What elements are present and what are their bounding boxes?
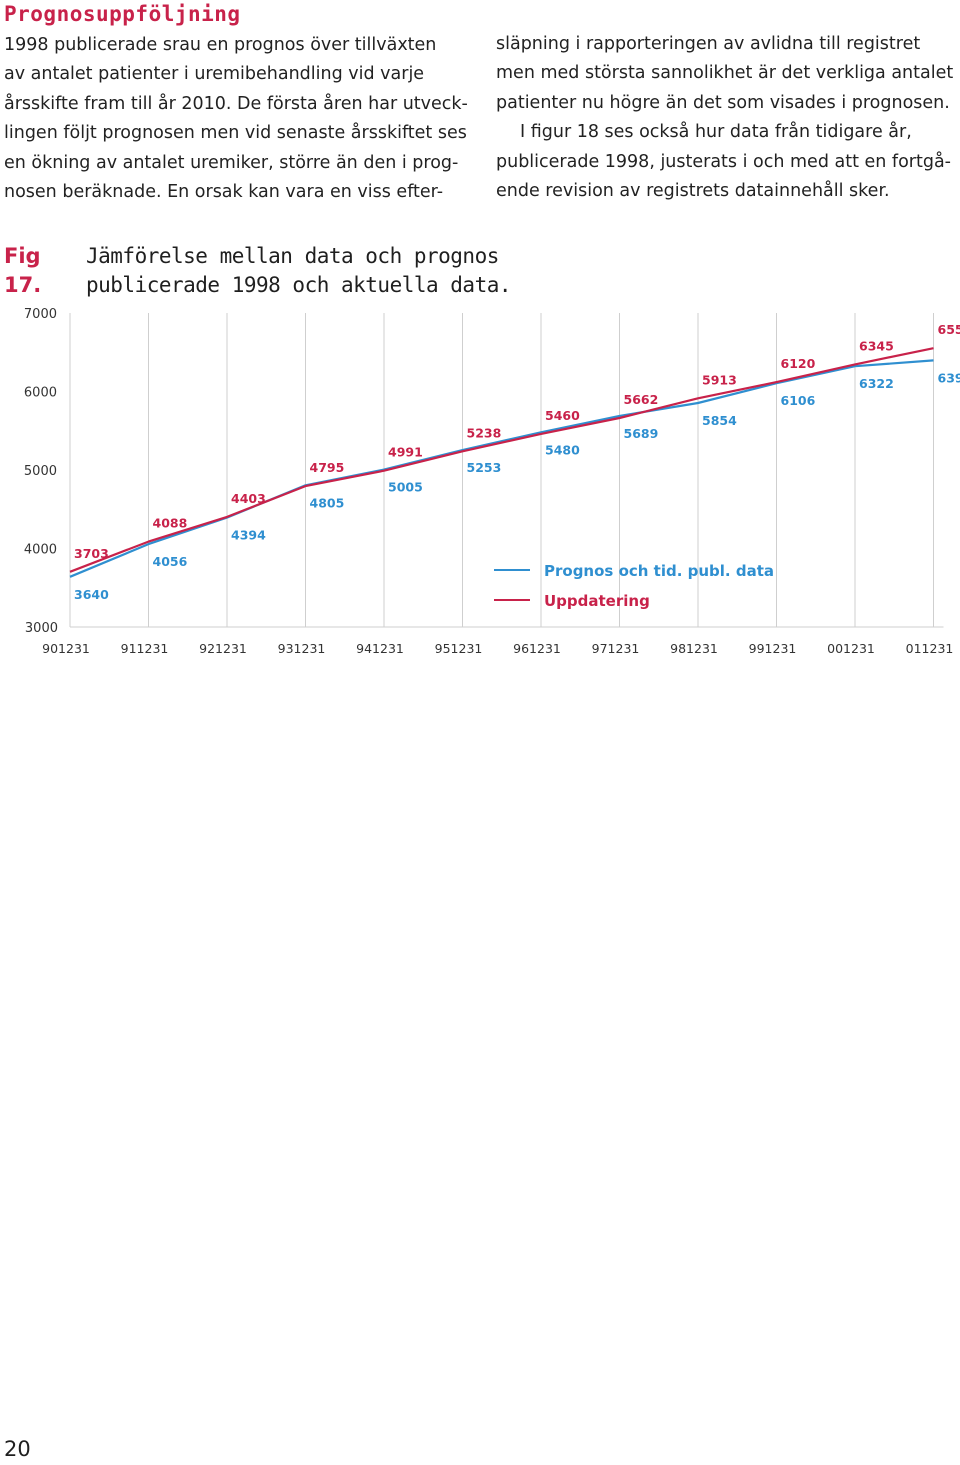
text-line: av antalet patienter i uremibehandling v… bbox=[4, 64, 425, 85]
x-tick-label: 951231 bbox=[435, 641, 483, 656]
text-line: ende revision av registrets datainnehåll… bbox=[496, 181, 890, 202]
text-line: nosen beräknade. En orsak kan vara en vi… bbox=[4, 182, 444, 203]
legend-label-uppdatering: Uppdatering bbox=[544, 592, 650, 610]
data-label-prognos: 6322 bbox=[859, 376, 894, 391]
data-label-uppdatering: 5460 bbox=[545, 408, 580, 423]
data-label-prognos: 4056 bbox=[153, 554, 188, 569]
x-tick-label: 991231 bbox=[749, 641, 797, 656]
data-label-prognos: 3640 bbox=[74, 587, 109, 602]
text-line: en ökning av antalet uremiker, större än… bbox=[4, 152, 459, 173]
data-label-uppdatering: 6345 bbox=[859, 338, 894, 353]
y-tick-label: 4000 bbox=[24, 543, 57, 558]
x-tick-label: 001231 bbox=[827, 641, 875, 656]
x-tick-label: 921231 bbox=[199, 641, 247, 656]
data-label-prognos: 4394 bbox=[231, 528, 266, 543]
data-label-prognos: 5480 bbox=[545, 442, 580, 457]
data-label-prognos: 5253 bbox=[467, 460, 502, 475]
y-tick-label: 5000 bbox=[24, 464, 57, 479]
x-tick-label: 911231 bbox=[121, 641, 169, 656]
text-line: lingen följt prognosen men vid senaste å… bbox=[4, 123, 467, 144]
figure-title-line: Jämförelse mellan data och prognos bbox=[86, 244, 499, 268]
x-tick-label: 011231 bbox=[906, 641, 954, 656]
section-heading: Prognosuppföljning bbox=[4, 2, 241, 26]
y-tick-label: 7000 bbox=[24, 307, 57, 322]
figure-title-line: publicerade 1998 och aktuella data. bbox=[86, 273, 512, 297]
x-tick-label: 971231 bbox=[592, 641, 640, 656]
text-line: I figur 18 ses också hur data från tidig… bbox=[520, 122, 912, 143]
figure-number: Fig 17. bbox=[4, 244, 42, 297]
data-label-prognos: 4805 bbox=[310, 495, 345, 510]
data-label-uppdatering: 4795 bbox=[310, 460, 345, 475]
body-text-left-column: 1998 publicerade srau en prognos över ti… bbox=[4, 31, 469, 207]
text-line: men med största sannolikhet är det verkl… bbox=[496, 63, 954, 84]
x-tick-label: 981231 bbox=[670, 641, 718, 656]
y-tick-label: 3000 bbox=[25, 621, 58, 636]
x-tick-label: 901231 bbox=[42, 641, 90, 656]
data-label-prognos: 6106 bbox=[781, 393, 816, 408]
text-line: publicerade 1998, justerats i och med at… bbox=[496, 151, 951, 172]
data-label-uppdatering: 4088 bbox=[153, 516, 188, 531]
data-label-uppdatering: 3703 bbox=[74, 546, 109, 561]
data-label-uppdatering: 5913 bbox=[702, 372, 737, 387]
text-line: patienter nu högre än det som visades i … bbox=[496, 92, 950, 113]
body-text-right-column: släpning i rapporteringen av avlidna til… bbox=[496, 30, 956, 206]
data-label-uppdatering: 5662 bbox=[624, 392, 659, 407]
series-line-uppdatering bbox=[69, 347, 934, 573]
data-label-uppdatering: 4403 bbox=[231, 491, 266, 506]
x-tick-label: 941231 bbox=[356, 641, 404, 656]
text-line: 1998 publicerade srau en prognos över ti… bbox=[4, 35, 437, 55]
data-label-prognos: 5689 bbox=[624, 426, 659, 441]
x-tick-label: 961231 bbox=[513, 641, 561, 656]
data-label-prognos: 6396 bbox=[938, 370, 960, 385]
data-label-uppdatering: 6120 bbox=[781, 356, 816, 371]
y-tick-label: 6000 bbox=[24, 386, 57, 401]
data-label-prognos: 5005 bbox=[388, 480, 423, 495]
data-label-prognos: 5854 bbox=[702, 413, 737, 428]
x-tick-label: 931231 bbox=[278, 641, 326, 656]
legend-label-prognos: Prognos och tid. publ. data bbox=[544, 562, 774, 580]
data-label-uppdatering: 5238 bbox=[467, 425, 502, 440]
line-chart: 3000 4000 5000 6000 7000 901231 911231 921231 93… bbox=[24, 307, 960, 656]
data-label-uppdatering: 6552 bbox=[938, 322, 960, 337]
text-line: släpning i rapporteringen av avlidna til… bbox=[496, 34, 921, 54]
figure-title: Jämförelse mellan data och prognos publi… bbox=[86, 242, 526, 300]
text-line: årsskifte fram till år 2010. De första å… bbox=[4, 93, 468, 114]
data-label-uppdatering: 4991 bbox=[388, 445, 423, 460]
page-number: 20 bbox=[4, 1437, 31, 1461]
